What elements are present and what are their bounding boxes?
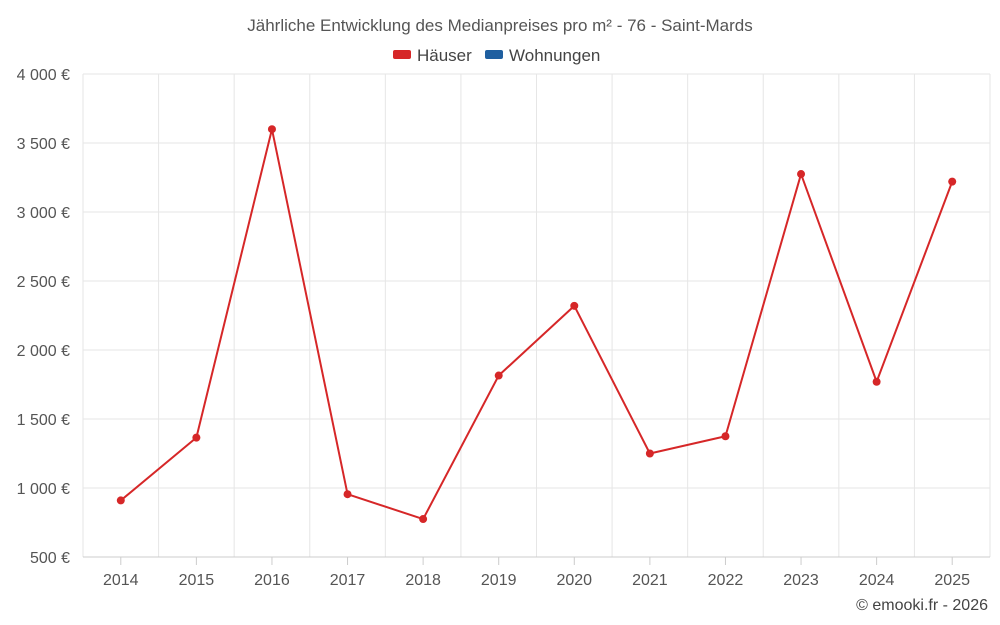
legend: Häuser Wohnungen (393, 46, 600, 65)
data-point[interactable] (419, 515, 428, 524)
data-point[interactable] (948, 177, 957, 186)
legend-item-wohnungen[interactable]: Wohnungen (485, 46, 600, 65)
legend-swatch-haeuser (393, 50, 411, 59)
y-tick-label: 3 000 € (17, 205, 70, 222)
x-axis-ticks: 2014 2015 2016 2017 2018 2019 2020 2021 2022 2023… (103, 557, 970, 589)
y-axis-ticks: 500 € 1 000 € 1 500 € 2 000 € 2 500 € 3 000 €… (17, 67, 70, 567)
x-tick-label: 2025 (934, 572, 970, 589)
data-point[interactable] (721, 432, 730, 441)
legend-item-haeuser[interactable]: Häuser (393, 46, 472, 65)
data-point[interactable] (116, 496, 125, 505)
data-point[interactable] (494, 371, 503, 380)
x-tick-label: 2019 (481, 572, 517, 589)
x-tick-label: 2018 (405, 572, 441, 589)
y-tick-label: 3 500 € (17, 136, 70, 153)
series-haeuser (116, 125, 957, 524)
grid (82, 73, 991, 558)
x-tick-label: 2016 (254, 572, 290, 589)
y-tick-label: 4 000 € (17, 67, 70, 84)
legend-label-wohnungen: Wohnungen (509, 46, 600, 65)
legend-label-haeuser: Häuser (417, 46, 472, 65)
data-point[interactable] (872, 377, 881, 386)
data-point[interactable] (645, 449, 654, 458)
x-tick-label: 2017 (330, 572, 366, 589)
x-tick-label: 2023 (783, 572, 819, 589)
data-point[interactable] (343, 490, 352, 499)
y-tick-label: 1 500 € (17, 412, 70, 429)
y-tick-label: 1 000 € (17, 481, 70, 498)
data-point[interactable] (570, 301, 579, 310)
y-tick-label: 500 € (30, 550, 70, 567)
x-tick-label: 2022 (708, 572, 744, 589)
x-tick-label: 2014 (103, 572, 139, 589)
x-tick-label: 2024 (859, 572, 895, 589)
series-line (120, 128, 954, 521)
data-point[interactable] (797, 170, 806, 179)
y-tick-label: 2 500 € (17, 274, 70, 291)
data-point[interactable] (267, 125, 276, 134)
data-point[interactable] (192, 433, 201, 442)
legend-swatch-wohnungen (485, 50, 503, 59)
credit-text: © emooki.fr - 2026 (856, 597, 988, 614)
x-tick-label: 2020 (556, 572, 592, 589)
x-tick-label: 2021 (632, 572, 668, 589)
y-tick-label: 2 000 € (17, 343, 70, 360)
chart-title: Jährliche Entwicklung des Medianpreises … (247, 16, 752, 35)
x-tick-label: 2015 (179, 572, 215, 589)
